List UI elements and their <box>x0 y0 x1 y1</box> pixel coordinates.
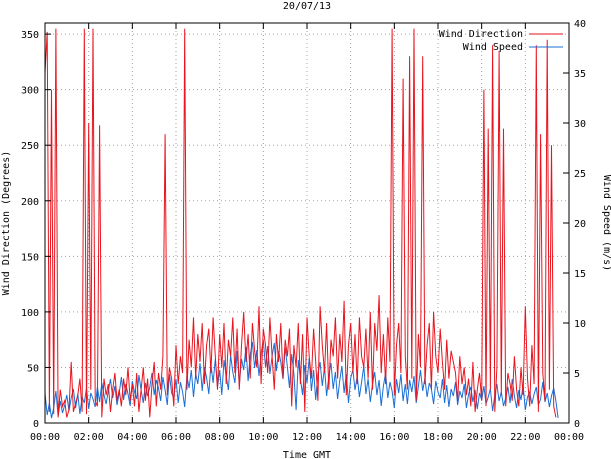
x-tick-label: 04:00 <box>117 432 147 443</box>
x-tick-label: 08:00 <box>205 432 235 443</box>
right-tick-label: 25 <box>574 169 586 180</box>
right-tick-label: 10 <box>574 319 586 330</box>
left-tick-label: 350 <box>21 30 39 41</box>
x-tick-label: 14:00 <box>336 432 366 443</box>
x-tick-label: 06:00 <box>161 432 191 443</box>
right-tick-label: 40 <box>574 19 586 30</box>
left-tick-label: 100 <box>21 308 39 319</box>
legend-label-wind-direction: Wind Direction <box>439 29 523 40</box>
x-tick-label: 10:00 <box>248 432 278 443</box>
left-tick-label: 150 <box>21 252 39 263</box>
left-tick-label: 300 <box>21 86 39 97</box>
right-tick-label: 0 <box>574 419 580 430</box>
right-tick-label: 15 <box>574 269 586 280</box>
x-tick-label: 00:00 <box>30 432 60 443</box>
ticks <box>44 22 570 424</box>
chart-title: 20/07/13 <box>283 1 331 12</box>
tick-labels: 00:00 02:00 04:00 06:00 08:00 10:00 12:00 14:00… <box>21 19 586 443</box>
wind-speed-line <box>44 339 559 419</box>
x-tick-label: 18:00 <box>423 432 453 443</box>
left-tick-label: 50 <box>27 363 39 374</box>
x-tick-label: 00:00 <box>554 432 584 443</box>
x-tick-label: 12:00 <box>292 432 322 443</box>
x-tick-label: 02:00 <box>74 432 104 443</box>
series-layer <box>44 28 559 419</box>
right-axis-label: Wind Speed (m/s) <box>601 175 611 271</box>
right-tick-label: 35 <box>574 69 586 80</box>
right-tick-label: 30 <box>574 119 586 130</box>
legend: Wind Direction Wind Speed <box>439 29 563 53</box>
right-tick-label: 5 <box>574 369 580 380</box>
left-tick-label: 250 <box>21 141 39 152</box>
x-tick-label: 22:00 <box>510 432 540 443</box>
legend-label-wind-speed: Wind Speed <box>463 42 523 53</box>
x-tick-label: 16:00 <box>379 432 409 443</box>
x-tick-label: 20:00 <box>467 432 497 443</box>
right-tick-label: 20 <box>574 219 586 230</box>
wind-direction-line <box>44 28 557 418</box>
left-tick-label: 0 <box>33 419 39 430</box>
left-tick-label: 200 <box>21 197 39 208</box>
x-axis-label: Time GMT <box>283 450 331 459</box>
left-axis-label: Wind Direction (Degrees) <box>1 151 12 296</box>
grid <box>45 23 569 423</box>
